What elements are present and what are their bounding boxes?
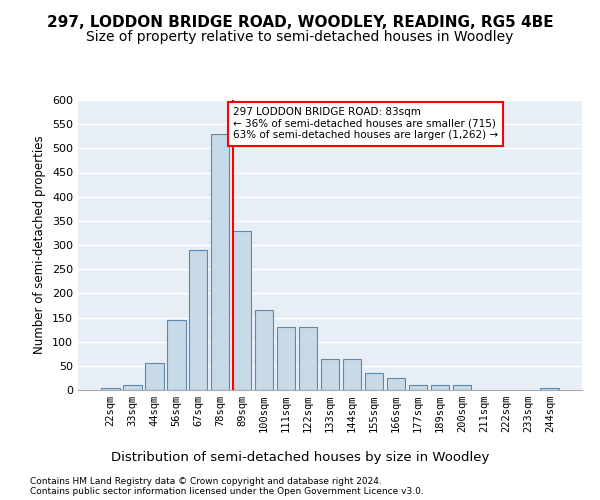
Bar	[189, 250, 208, 390]
Text: Contains HM Land Registry data © Crown copyright and database right 2024.: Contains HM Land Registry data © Crown c…	[30, 476, 382, 486]
Y-axis label: Number of semi-detached properties: Number of semi-detached properties	[34, 136, 46, 354]
Bar	[452, 385, 471, 390]
Bar	[211, 134, 229, 390]
Bar	[409, 385, 427, 390]
Text: Contains public sector information licensed under the Open Government Licence v3: Contains public sector information licen…	[30, 486, 424, 496]
Bar	[365, 373, 383, 390]
Bar	[343, 358, 361, 390]
Text: 297 LODDON BRIDGE ROAD: 83sqm
← 36% of semi-detached houses are smaller (715)
63: 297 LODDON BRIDGE ROAD: 83sqm ← 36% of s…	[233, 108, 498, 140]
Bar	[431, 385, 449, 390]
Text: 297, LODDON BRIDGE ROAD, WOODLEY, READING, RG5 4BE: 297, LODDON BRIDGE ROAD, WOODLEY, READIN…	[47, 15, 553, 30]
Text: Size of property relative to semi-detached houses in Woodley: Size of property relative to semi-detach…	[86, 30, 514, 44]
Bar	[145, 364, 164, 390]
Bar	[320, 358, 340, 390]
Bar	[255, 310, 274, 390]
Text: Distribution of semi-detached houses by size in Woodley: Distribution of semi-detached houses by …	[111, 451, 489, 464]
Bar	[167, 320, 185, 390]
Bar	[299, 327, 317, 390]
Bar	[386, 378, 405, 390]
Bar	[101, 388, 119, 390]
Bar	[277, 327, 295, 390]
Bar	[123, 385, 142, 390]
Bar	[541, 388, 559, 390]
Bar	[233, 230, 251, 390]
